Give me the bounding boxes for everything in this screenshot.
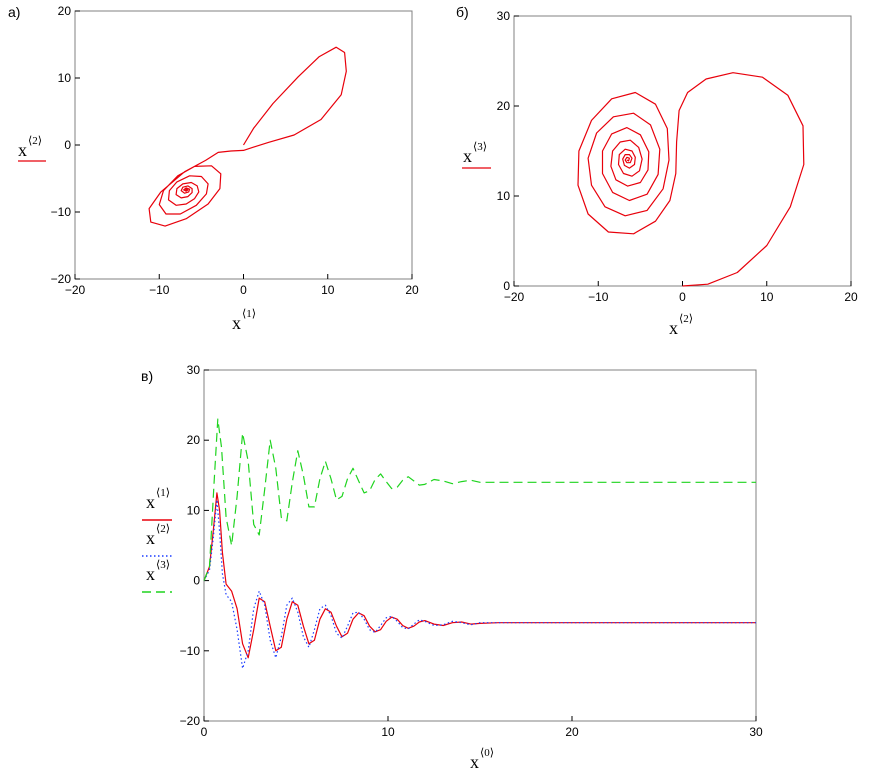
panel-b-x-ticks: −20 −10 0 10 20 bbox=[504, 281, 858, 304]
y-tick-label: 10 bbox=[58, 71, 72, 85]
panel-a-x-ticks: −20 −10 0 10 20 bbox=[65, 274, 419, 297]
panel-b-ylabel-sup: ⟨3⟩ bbox=[473, 141, 487, 153]
panel-v-series bbox=[203, 418, 756, 669]
y-tick-label: 20 bbox=[497, 99, 511, 113]
panel-v-label: в) bbox=[141, 368, 153, 384]
panel-v-frame bbox=[203, 369, 757, 722]
x-tick-label: 20 bbox=[565, 725, 579, 739]
panel-b-y-ticks: 0 10 20 30 bbox=[497, 9, 519, 293]
panel-v-x-ticks: 0 10 20 30 bbox=[201, 716, 763, 739]
x-tick-label: 30 bbox=[749, 725, 763, 739]
y-tick-label: 10 bbox=[187, 503, 201, 517]
x-tick-label: 20 bbox=[844, 290, 858, 304]
y-tick-label: 10 bbox=[497, 189, 511, 203]
panel-v-xlabel: x bbox=[470, 752, 479, 772]
panel-b-label: б) bbox=[456, 4, 469, 20]
y-tick-label: 20 bbox=[187, 433, 201, 447]
series-line-solid bbox=[577, 72, 805, 287]
y-tick-label: 30 bbox=[497, 9, 511, 23]
ylabel-entry-sup: ⟨3⟩ bbox=[156, 559, 170, 571]
x-tick-label: 10 bbox=[321, 283, 335, 297]
ylabel-entry-text: x bbox=[146, 492, 155, 512]
ylabel-entry-sup: ⟨1⟩ bbox=[156, 487, 170, 499]
x-tick-label: 0 bbox=[201, 725, 208, 739]
panel-a-series bbox=[148, 46, 347, 227]
y-tick-label: 30 bbox=[187, 363, 201, 377]
panel-b-ylabel: x bbox=[463, 146, 472, 166]
panel-b-xlabel: x bbox=[669, 318, 678, 338]
y-tick-label: −20 bbox=[51, 272, 72, 286]
ylabel-entry-sup: ⟨2⟩ bbox=[156, 523, 170, 535]
x-tick-label: 10 bbox=[760, 290, 774, 304]
panel-b-xlabel-sup: ⟨2⟩ bbox=[679, 313, 693, 325]
y-tick-label: 0 bbox=[503, 279, 510, 293]
panel-a-ylabel-sup: ⟨2⟩ bbox=[28, 135, 42, 147]
panel-a-ylabel: x bbox=[18, 140, 27, 160]
series-line-solid bbox=[148, 46, 347, 227]
x-tick-label: −20 bbox=[504, 290, 525, 304]
y-tick-label: 0 bbox=[193, 574, 200, 588]
series-line-dotted bbox=[203, 499, 756, 669]
y-tick-label: 20 bbox=[58, 4, 72, 18]
panel-a-xlabel: x bbox=[232, 313, 241, 333]
y-tick-label: −10 bbox=[51, 205, 72, 219]
x-tick-label: −10 bbox=[588, 290, 609, 304]
x-tick-label: 20 bbox=[405, 283, 419, 297]
ylabel-entry-text: x bbox=[146, 564, 155, 584]
ylabel-entry-text: x bbox=[146, 528, 155, 548]
panel-b-frame bbox=[513, 15, 852, 287]
panel-a-y-ticks: −20 −10 0 10 20 bbox=[51, 4, 80, 286]
x-tick-label: 0 bbox=[240, 283, 247, 297]
panel-a: а) −20 −10 0 10 20 −20 −10 0 10 20 x ⟨1⟩ x ⟨2⟩ bbox=[8, 4, 419, 333]
y-tick-label: −20 bbox=[180, 714, 201, 728]
panel-b: б) −20 −10 0 10 20 0 10 20 30 x ⟨2⟩ x ⟨3⟩ bbox=[456, 4, 858, 338]
x-tick-label: −10 bbox=[149, 283, 170, 297]
x-tick-label: −20 bbox=[65, 283, 86, 297]
x-tick-label: 0 bbox=[679, 290, 686, 304]
panel-b-series bbox=[577, 72, 805, 287]
panel-v-y-ticks: −20 −10 0 10 20 30 bbox=[180, 363, 209, 728]
panel-a-xlabel-sup: ⟨1⟩ bbox=[242, 308, 256, 320]
series-line-solid bbox=[203, 492, 756, 659]
series-line-dashed bbox=[203, 418, 756, 581]
y-tick-label: −10 bbox=[180, 644, 201, 658]
y-tick-label: 0 bbox=[64, 138, 71, 152]
panel-v-ylabel-legend: x ⟨1⟩x ⟨2⟩x ⟨3⟩ bbox=[142, 487, 172, 593]
x-tick-label: 10 bbox=[381, 725, 395, 739]
panel-a-label: а) bbox=[8, 4, 20, 20]
panel-v-xlabel-sup: ⟨0⟩ bbox=[480, 747, 494, 759]
